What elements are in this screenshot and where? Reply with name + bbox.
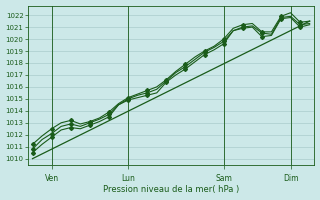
X-axis label: Pression niveau de la mer( hPa ): Pression niveau de la mer( hPa ) bbox=[103, 185, 239, 194]
